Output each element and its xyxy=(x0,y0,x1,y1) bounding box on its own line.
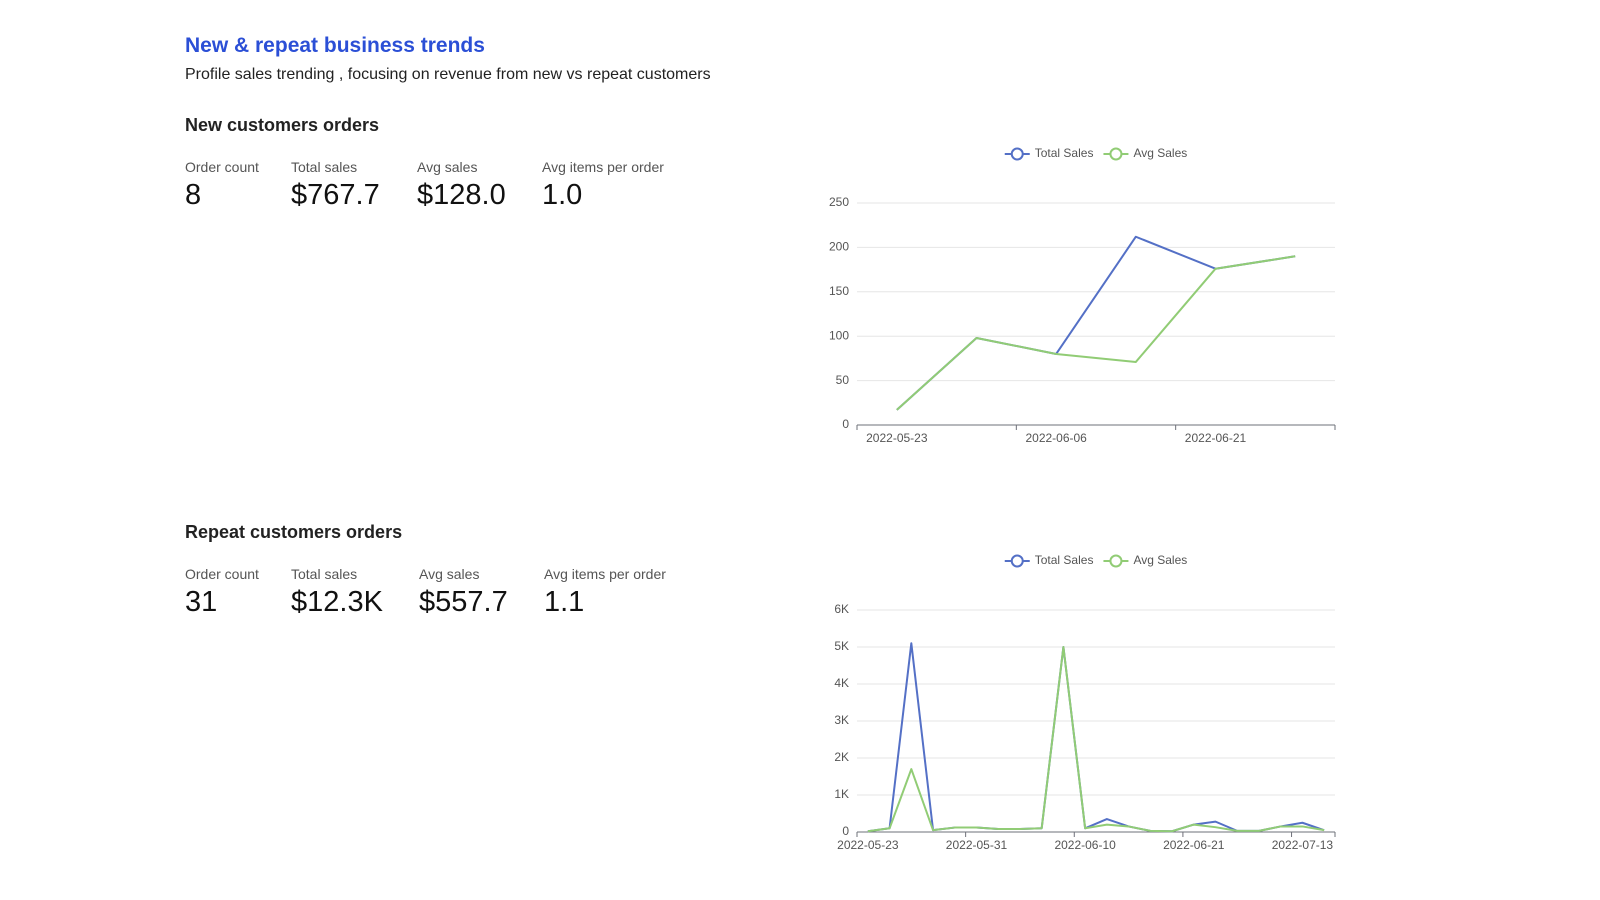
stat-value: $12.3K xyxy=(291,586,383,618)
page-subtitle: Profile sales trending , focusing on rev… xyxy=(185,66,711,83)
x-tick-label: 2022-05-31 xyxy=(946,838,1008,852)
stat-label: Avg items per order xyxy=(542,159,664,175)
legend-item: Avg Sales xyxy=(1103,146,1187,161)
legend-symbol xyxy=(1010,554,1024,568)
x-tick-label: 2022-06-10 xyxy=(1054,838,1116,852)
section-title: New customers orders xyxy=(185,115,380,135)
x-tick-label: 2022-07-13 xyxy=(1272,838,1334,852)
x-tick-label: 2022-05-23 xyxy=(866,431,928,445)
y-tick-label: 250 xyxy=(829,195,849,209)
y-tick-label: 0 xyxy=(842,824,849,838)
stat-value: $128.0 xyxy=(417,179,506,211)
stat-label: Total sales xyxy=(291,566,358,582)
x-tick-label: 2022-06-21 xyxy=(1185,431,1247,445)
series-line xyxy=(896,235,1296,411)
legend-item: Total Sales xyxy=(1004,146,1094,161)
x-tick-label: 2022-06-21 xyxy=(1163,838,1225,852)
y-tick-label: 6K xyxy=(834,602,849,616)
legend-symbol xyxy=(1109,554,1123,568)
legend-label: Total Sales xyxy=(1035,146,1094,160)
series-line xyxy=(867,646,1325,833)
section-title: Repeat customers orders xyxy=(185,522,403,542)
y-tick-label: 3K xyxy=(834,713,849,727)
legend-label: Avg Sales xyxy=(1133,553,1187,567)
y-tick-label: 100 xyxy=(829,328,849,342)
x-tick-label: 2022-05-23 xyxy=(837,838,899,852)
stat-label: Order count xyxy=(185,566,259,582)
stat-label: Total sales xyxy=(291,159,358,175)
stat-value: 1.0 xyxy=(542,179,583,211)
y-tick-label: 200 xyxy=(829,240,849,254)
x-tick-label: 2022-06-06 xyxy=(1025,431,1087,445)
stat-label: Avg sales xyxy=(419,566,480,582)
legend-symbol xyxy=(1109,147,1123,161)
y-tick-label: 50 xyxy=(836,373,850,387)
stat-label: Order count xyxy=(185,159,259,175)
legend-item: Avg Sales xyxy=(1103,553,1187,568)
y-tick-label: 2K xyxy=(834,750,849,764)
stat-value: $557.7 xyxy=(419,586,508,618)
y-tick-label: 150 xyxy=(829,284,849,298)
stat-value: 31 xyxy=(185,586,218,618)
legend-item: Total Sales xyxy=(1004,553,1094,568)
page-title: New & repeat business trends xyxy=(185,34,485,57)
stat-value: 1.1 xyxy=(544,586,585,618)
stat-label: Avg sales xyxy=(417,159,478,175)
y-tick-label: 0 xyxy=(842,417,849,431)
legend-label: Total Sales xyxy=(1035,553,1094,567)
stat-label: Avg items per order xyxy=(544,566,666,582)
legend-label: Avg Sales xyxy=(1133,146,1187,160)
stat-value: 8 xyxy=(185,179,202,211)
series-line xyxy=(867,642,1325,833)
legend-symbol xyxy=(1010,147,1024,161)
y-tick-label: 5K xyxy=(834,639,849,653)
y-tick-label: 1K xyxy=(834,787,849,801)
stat-value: $767.7 xyxy=(291,179,380,211)
y-tick-label: 4K xyxy=(834,676,849,690)
series-line xyxy=(896,255,1296,411)
